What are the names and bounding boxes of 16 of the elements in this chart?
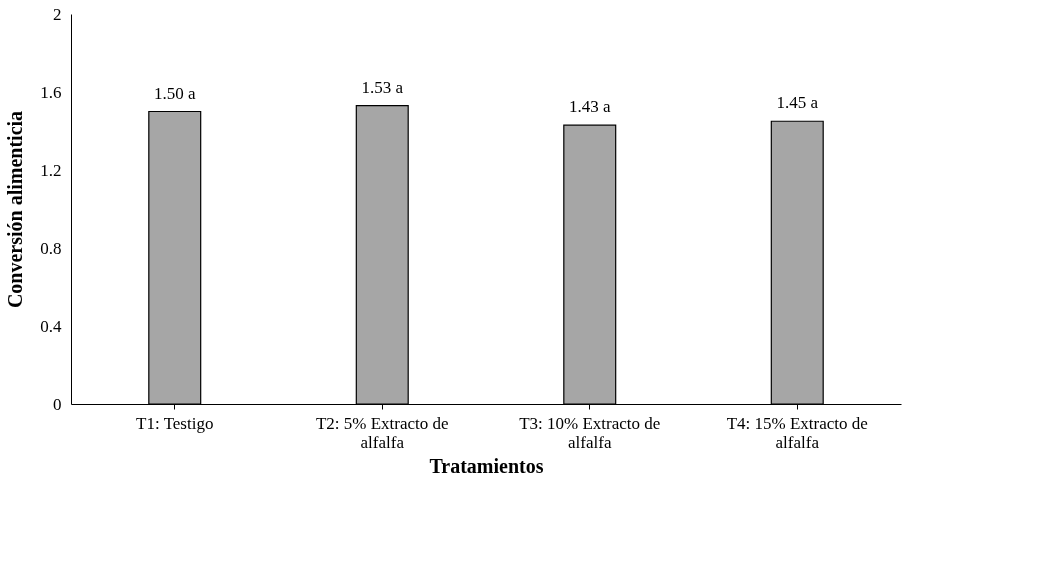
x-tick-label: T3: 10% Extracto de alfalfa bbox=[519, 413, 661, 452]
data-label: 1.43 a bbox=[568, 97, 611, 117]
x-tick-label: T1: Testigo bbox=[136, 413, 214, 433]
x-tick-label: T2: 5% Extracto de alfalfa bbox=[315, 413, 449, 452]
y-tick-label: 0 bbox=[53, 394, 62, 414]
data-label: 1.50 a bbox=[153, 83, 196, 103]
data-label: 1.53 a bbox=[361, 77, 404, 97]
y-tick-label: 1.6 bbox=[40, 82, 62, 102]
x-tick-label: T4: 15% Extracto de alfalfa bbox=[726, 413, 868, 452]
y-tick-label: 2 bbox=[53, 4, 62, 24]
data-label: 1.45 a bbox=[776, 93, 819, 113]
y-tick-label: 0.8 bbox=[40, 238, 62, 258]
y-tick-label: 1.2 bbox=[40, 160, 62, 180]
y-axis-title: Conversión alimenticia bbox=[4, 110, 27, 309]
y-tick-label: 0.4 bbox=[40, 316, 62, 336]
x-axis-title: Tratamientos bbox=[429, 454, 544, 477]
